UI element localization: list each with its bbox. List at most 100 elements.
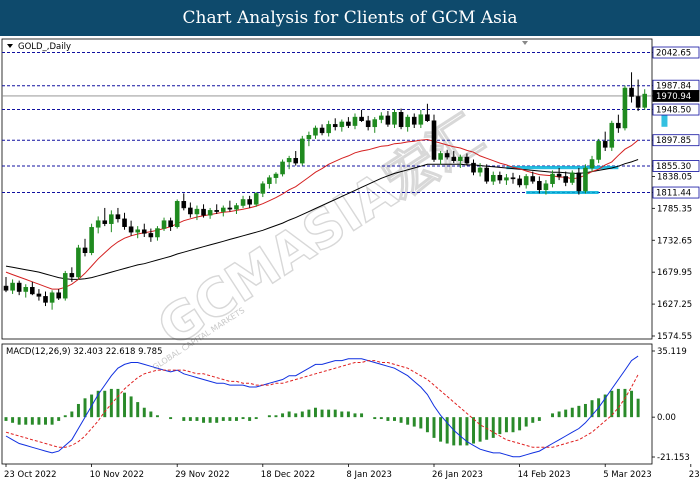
date-tick-label: 8 Jan 2023 xyxy=(346,470,392,480)
candle-body xyxy=(56,292,61,299)
candle-body xyxy=(622,87,628,129)
candle-body xyxy=(418,114,424,125)
date-tick-label: 18 Dec 2022 xyxy=(261,470,315,480)
candle-body xyxy=(425,114,430,121)
candle-body xyxy=(332,124,338,128)
candle-body xyxy=(3,285,9,291)
price-tick-label: 1987.84 xyxy=(656,82,691,92)
candle-body xyxy=(161,220,167,229)
candle-body xyxy=(174,201,180,227)
candle-body xyxy=(188,207,193,215)
candle-body xyxy=(280,161,285,175)
price-tick-label: 1970.94 xyxy=(656,92,691,102)
candle-body xyxy=(471,162,476,173)
candle-body xyxy=(293,158,299,164)
candle-body xyxy=(490,174,496,182)
candle-body xyxy=(128,226,134,233)
candle-body xyxy=(609,122,615,148)
support-zone xyxy=(506,165,619,170)
date-tick-label: 23 Oct 2022 xyxy=(4,470,57,480)
candle-body xyxy=(385,115,391,125)
price-tick-label: 1855.30 xyxy=(656,162,691,172)
candle-body xyxy=(444,153,450,158)
date-axis: 23 Oct 2022 10 Nov 2022 29 Nov 2022 18 Dec … xyxy=(4,464,700,480)
watermark-text: GCMASIA宏汇 xyxy=(148,105,494,359)
date-tick-label: 26 Jan 2023 xyxy=(432,470,483,480)
candle-body xyxy=(616,122,621,129)
candle-body xyxy=(504,177,509,181)
candle-body xyxy=(359,116,364,121)
banner-title: Chart Analysis for Clients of GCM Asia xyxy=(0,0,700,36)
breakout-zone xyxy=(661,104,668,127)
candle-body xyxy=(596,141,601,160)
price-tick-label: 1811.44 xyxy=(656,189,691,199)
candle-body xyxy=(260,183,266,194)
candle-body xyxy=(339,121,345,128)
candle-body xyxy=(563,176,568,183)
price-tick-label: 1574.55 xyxy=(657,332,692,342)
date-tick-label: 5 Mar 2023 xyxy=(603,470,651,480)
candle-body xyxy=(62,273,68,299)
candle-body xyxy=(451,156,457,161)
candle-body xyxy=(214,210,219,212)
candle-body xyxy=(438,153,443,160)
candle-body xyxy=(135,229,140,233)
candle-body xyxy=(497,174,503,181)
candle-body xyxy=(543,183,549,191)
candle-body xyxy=(207,210,213,216)
candle-body xyxy=(300,138,305,164)
candle-body xyxy=(583,167,588,192)
candle-body xyxy=(76,247,81,278)
price-tick-label: 1732.65 xyxy=(657,236,692,246)
macd-tick-label: 35.119 xyxy=(657,347,687,357)
support-zone xyxy=(526,190,599,195)
candle-body xyxy=(635,96,641,108)
price-tick-label: 1948.50 xyxy=(656,106,691,116)
candle-body xyxy=(273,173,279,178)
candle-body xyxy=(458,156,463,161)
date-tick-label: 23 Mar 2023 xyxy=(689,470,700,480)
candle-body xyxy=(365,120,371,128)
candle-body xyxy=(43,296,48,303)
candle-body xyxy=(530,176,536,182)
candle-body xyxy=(431,120,437,160)
candle-body xyxy=(346,121,351,126)
candle-body xyxy=(122,218,127,227)
candle-body xyxy=(629,87,634,97)
price-frame xyxy=(1,38,653,340)
candle-body xyxy=(69,273,75,278)
candle-body xyxy=(313,127,318,136)
candle-body xyxy=(510,177,516,180)
symbol-dropdown-icon xyxy=(7,44,13,48)
price-label-box xyxy=(652,103,700,116)
candle-body xyxy=(484,167,489,182)
candle-body xyxy=(286,158,292,163)
candle-body xyxy=(642,93,647,108)
price-tick-label: 1679.95 xyxy=(657,268,692,278)
candle-body xyxy=(576,172,582,192)
candle-body xyxy=(569,172,575,183)
candle-body xyxy=(227,207,233,210)
candle-body xyxy=(398,112,404,128)
candle-body xyxy=(95,220,101,228)
price-label-box xyxy=(652,46,700,59)
price-tick-label: 1897.85 xyxy=(656,136,691,146)
candle-body xyxy=(115,214,121,220)
candle-body xyxy=(411,116,417,125)
signal-line xyxy=(5,360,639,448)
candle-body xyxy=(155,228,160,238)
candle-body xyxy=(221,207,226,212)
price-tick-label: 1785.35 xyxy=(657,204,692,214)
candle-body xyxy=(523,176,529,186)
price-label-box xyxy=(652,90,700,102)
price-tick-label: 1838.05 xyxy=(657,172,692,182)
macd-tick-label: -21.153 xyxy=(657,453,690,463)
marker-icon xyxy=(522,41,528,45)
candle-body xyxy=(602,141,608,148)
candle-body xyxy=(194,208,200,215)
candle-body xyxy=(372,119,378,128)
candle-body xyxy=(141,229,147,234)
candle-body xyxy=(550,173,555,184)
